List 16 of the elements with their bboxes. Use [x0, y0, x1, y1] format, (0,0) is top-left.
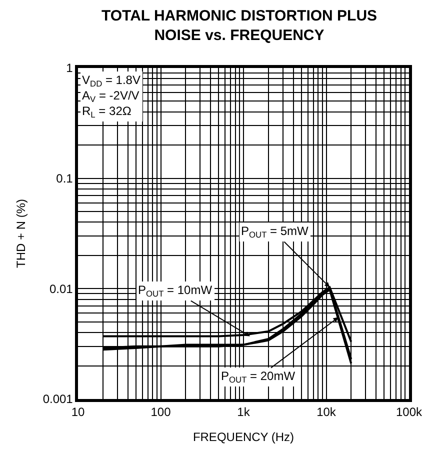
annotation: P$_{OUT}$ = 20mW	[221, 369, 296, 385]
y-tick-label: 0.1	[56, 172, 74, 186]
chart-title: TOTAL HARMONIC DISTORTION PLUS NOISE vs. FREQUENCY	[101, 7, 378, 44]
x-tick-label: 10k	[316, 405, 337, 420]
y-axis-title: THD + N (%)	[14, 198, 28, 268]
x-tick-label: 1k	[237, 405, 251, 420]
x-tick-label: 100	[150, 405, 172, 420]
y-tick-label: 0.001	[42, 392, 74, 406]
text: V$_{DD}$ = 1.8V A$_{V}$ = -2V/V R$_{L}$ = 32Ω	[82, 73, 140, 120]
annotation: P$_{OUT}$ = 10mW	[138, 283, 213, 299]
y-tick-label: 1	[66, 61, 74, 76]
y-tick-label: 0.01	[49, 282, 74, 296]
annotation: P$_{OUT}$ = 5mW	[241, 224, 310, 240]
x-tick-label: 10	[71, 405, 85, 420]
x-axis-title: FREQUENCY (Hz)	[192, 430, 294, 444]
x-tick-label: 100k	[396, 405, 424, 420]
